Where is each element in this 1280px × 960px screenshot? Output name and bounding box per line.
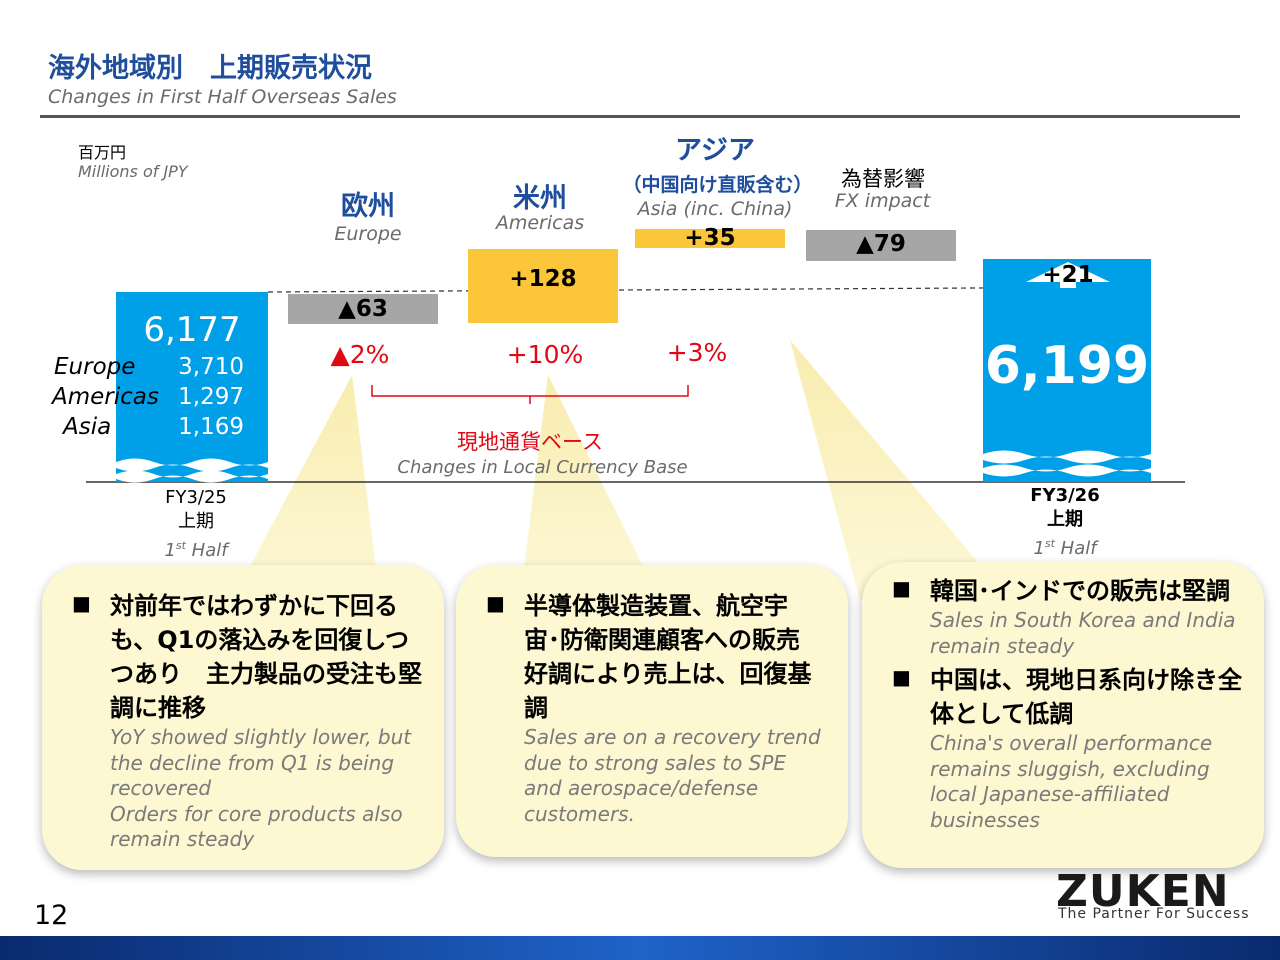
unit-label-jp: 百万円: [78, 143, 127, 162]
breakdown-americas-value: 1,297: [178, 384, 244, 410]
category-asia-en: Asia (inc. China): [637, 198, 793, 220]
callout-asia-jp-1: 韓国･インドでの販売は堅調: [930, 577, 1230, 605]
period-label-curr: FY3/26 上期 1st Half: [1005, 484, 1125, 561]
local-pct-europe: ▲2%: [330, 340, 390, 369]
wave-decoration: [983, 450, 1151, 464]
period-curr-half-en: 1st Half: [1033, 537, 1097, 559]
breakdown-europe-value: 3,710: [178, 354, 244, 380]
footer-band: [0, 936, 1280, 960]
callout-americas-en: Sales are on a recovery trend due to str…: [524, 725, 821, 826]
company-logo: ZUKEN: [1056, 866, 1230, 917]
callout-europe-jp: 対前年ではわずかに下回るも、Q1の落込みを回復しつつあり 主力製品の受注も堅調に…: [110, 592, 422, 722]
page-number: 12: [34, 900, 69, 931]
category-asia-sub-jp: （中国向け直販含む）: [622, 174, 813, 196]
callout-americas-jp: 半導体製造装置、航空宇宙･防衛関連顧客への販売好調により売上は、回復基調: [524, 592, 812, 722]
breakdown-europe-name: Europe: [54, 354, 136, 380]
bullet-icon: ■: [892, 576, 911, 600]
wave-decoration: [983, 464, 1151, 477]
increase-arrow-icon: [1026, 262, 1110, 282]
local-currency-note-jp: 現地通貨ベース: [457, 430, 603, 454]
bullet-icon: ■: [72, 591, 91, 615]
local-pct-asia: +3%: [666, 338, 728, 367]
page-title: 海外地域別 上期販売状況: [48, 53, 372, 84]
reference-dashed-line: [267, 286, 1151, 293]
end-increase-label: +21: [1042, 262, 1094, 288]
page-subtitle: Changes in First Half Overseas Sales: [48, 86, 397, 108]
wave-decoration: [116, 470, 268, 483]
bar-end: [983, 259, 1151, 482]
americas-delta-label: +128: [509, 266, 577, 292]
category-fx-en: FX impact: [834, 190, 931, 212]
callout-beam-americas: [520, 375, 660, 600]
category-asia-jp: アジア: [675, 135, 755, 166]
unit-label-en: Millions of JPY: [78, 162, 188, 181]
category-americas-jp: 米州: [513, 183, 567, 214]
callout-europe: ■ 対前年ではわずかに下回るも、Q1の落込みを回復しつつあり 主力製品の受注も堅…: [42, 565, 444, 870]
local-pct-americas: +10%: [506, 340, 584, 369]
period-curr-half-jp: 上期: [1047, 509, 1083, 530]
callout-asia-item-1: ■ 韓国･インドでの販売は堅調 Sales in South Korea and…: [892, 574, 1244, 659]
bar-americas: [468, 249, 618, 323]
bullet-icon: ■: [892, 665, 911, 689]
start-total-label: 6,177: [143, 310, 241, 350]
bullet-icon: ■: [486, 591, 505, 615]
company-tagline: The Partner For Success: [1058, 906, 1250, 922]
end-total-label: 6,199: [984, 336, 1150, 396]
period-label-prev: FY3/25 上期 1st Half: [136, 486, 256, 563]
period-prev-half-en: 1st Half: [164, 539, 228, 561]
wave-decoration: [116, 458, 268, 472]
bar-europe: [288, 294, 438, 324]
period-curr-fy: FY3/26: [1030, 485, 1100, 506]
category-fx-jp: 為替影響: [841, 167, 925, 191]
breakdown-asia-name: Asia: [63, 414, 112, 440]
local-currency-note-en: Changes in Local Currency Base: [397, 457, 688, 478]
header-rule: [40, 115, 1240, 118]
callout-americas-item: ■ 半導体製造装置、航空宇宙･防衛関連顧客への販売好調により売上は、回復基調 S…: [456, 565, 848, 827]
callout-americas: ■ 半導体製造装置、航空宇宙･防衛関連顧客への販売好調により売上は、回復基調 S…: [456, 565, 848, 857]
callout-europe-en: YoY showed slightly lower, but the decli…: [110, 725, 412, 851]
breakdown-asia-value: 1,169: [178, 414, 244, 440]
category-americas-en: Americas: [495, 212, 585, 234]
local-currency-bracket: [371, 385, 689, 404]
callout-asia-en-1: Sales in South Korea and India remain st…: [930, 608, 1236, 658]
bar-asia: [635, 229, 785, 248]
callout-beam-asia: [790, 340, 1010, 600]
fx-delta-label: ▲79: [856, 231, 906, 257]
callout-asia-en-2: China's overall performance remains slug…: [930, 731, 1213, 832]
increase-arrow-stem: [1060, 280, 1076, 288]
europe-delta-label: ▲63: [338, 296, 388, 322]
callout-europe-item: ■ 対前年ではわずかに下回るも、Q1の落込みを回復しつつあり 主力製品の受注も堅…: [42, 565, 444, 853]
period-prev-half-jp: 上期: [178, 511, 214, 532]
category-europe-en: Europe: [334, 223, 402, 245]
callout-asia: ■ 韓国･インドでの販売は堅調 Sales in South Korea and…: [862, 562, 1264, 868]
category-europe-jp: 欧州: [341, 191, 395, 222]
callout-beam-europe: [232, 375, 380, 600]
callout-asia-jp-2: 中国は、現地日系向け除き全体として低調: [930, 666, 1242, 728]
period-prev-fy: FY3/25: [165, 487, 227, 508]
callout-asia-item-2: ■ 中国は、現地日系向け除き全体として低調 China's overall pe…: [892, 663, 1244, 833]
breakdown-americas-name: Americas: [52, 384, 159, 410]
bar-fx: [806, 230, 956, 261]
bar-start: [116, 292, 268, 482]
asia-delta-label: +35: [684, 225, 736, 251]
